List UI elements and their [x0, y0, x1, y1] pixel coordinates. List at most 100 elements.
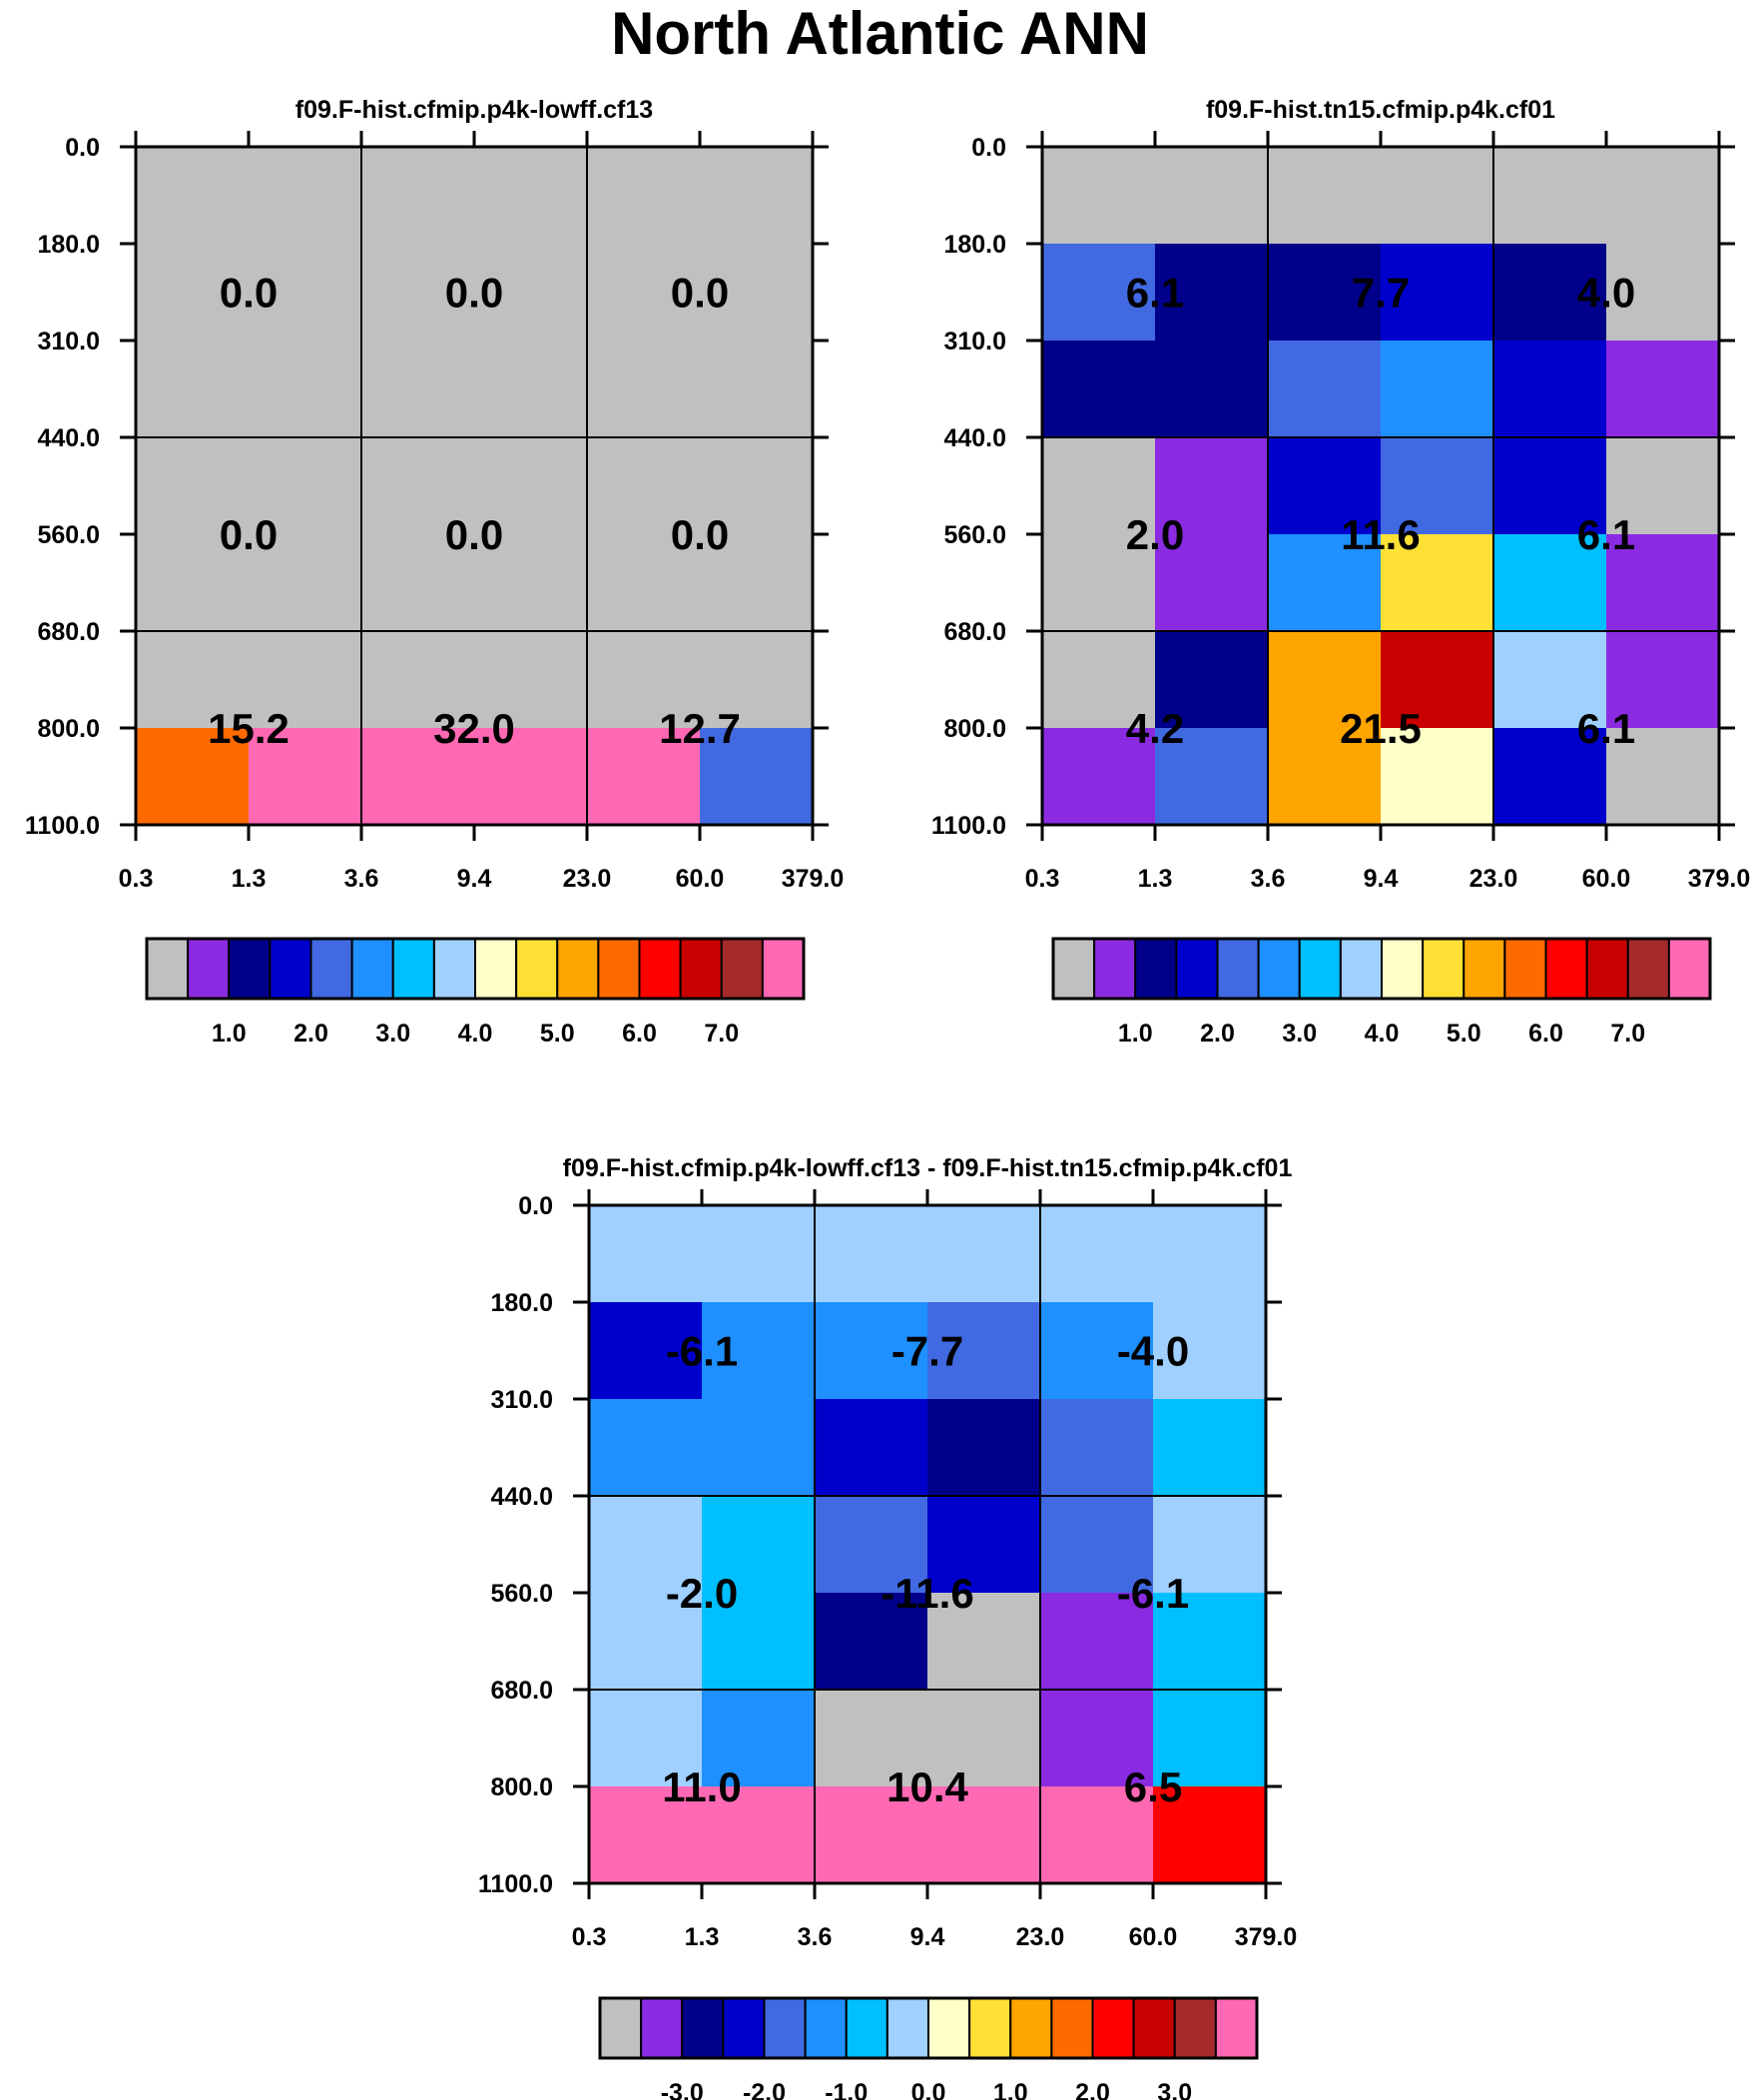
- heatmap-cell: [1153, 1593, 1267, 1691]
- heatmap-cell: [702, 1399, 816, 1497]
- heatmap-cell: [589, 1205, 703, 1303]
- x-tick-label: 1.3: [1138, 865, 1173, 893]
- heatmap-cell: [361, 341, 475, 438]
- heatmap-cell: [1381, 631, 1494, 729]
- colorbar-box: [1173, 1997, 1217, 2059]
- heatmap-cell: [702, 1690, 816, 1787]
- x-tick-label: 23.0: [563, 865, 612, 893]
- heatmap-cell: [249, 437, 362, 535]
- heatmap-cell: [927, 1205, 1041, 1303]
- y-tick-label: 0.0: [518, 1192, 553, 1220]
- colorbar-box: [556, 938, 600, 1000]
- colorbar-label: 4.0: [458, 1020, 493, 1048]
- y-tick-label: 1100.0: [931, 812, 1006, 840]
- heatmap-cell: [815, 1690, 928, 1787]
- colorbar-box: [1214, 1997, 1258, 2059]
- colorbar-label: 3.0: [1282, 1020, 1317, 1048]
- x-tick-label: 1.3: [685, 1923, 720, 1951]
- heatmap-cell: [1381, 244, 1494, 342]
- cell-value-label: 6.1: [1126, 270, 1184, 317]
- colorbar-label: 2.0: [1200, 1020, 1235, 1048]
- panel-title: f09.F-hist.cfmip.p4k-lowff.cf13: [295, 96, 653, 124]
- colorbar-label: 2.0: [1075, 2079, 1110, 2100]
- heatmap-cell: [927, 1786, 1041, 1884]
- heatmap-cell: [1153, 1205, 1267, 1303]
- colorbar-label: 1.0: [212, 1020, 247, 1048]
- colorbar-label: 7.0: [704, 1020, 739, 1048]
- colorbar-box: [1050, 1997, 1094, 2059]
- heatmap-cell: [815, 1593, 928, 1691]
- heatmap-cell: [1155, 728, 1269, 826]
- colorbar-box: [1216, 938, 1260, 1000]
- heatmap-cell: [249, 534, 362, 632]
- heatmap-cell: [1040, 1593, 1154, 1691]
- x-tick-label: 0.3: [572, 1923, 607, 1951]
- colorbar-box: [927, 1997, 971, 2059]
- heatmap-cell: [1042, 534, 1156, 632]
- colorbar-box: [1463, 938, 1506, 1000]
- panel-cf01: f09.F-hist.tn15.cfmip.p4k.cf01 0.0 180.0 31…: [931, 96, 1750, 1048]
- cell-value-label: -6.1: [1117, 1570, 1189, 1617]
- colorbar-label: 3.0: [375, 1020, 410, 1048]
- heatmap-cell: [587, 437, 701, 535]
- cell-value-label: 0.0: [445, 511, 503, 558]
- colorbar-box: [763, 1997, 807, 2059]
- colorbar-label: 2.0: [293, 1020, 328, 1048]
- y-tick-label: 0.0: [65, 134, 100, 162]
- heatmap-cell: [1268, 341, 1382, 438]
- x-tick-label: 60.0: [676, 865, 725, 893]
- figure-title: North Atlantic ANN: [611, 0, 1149, 67]
- heatmap-cell: [927, 1496, 1041, 1594]
- heatmap-cell: [700, 437, 814, 535]
- colorbar-label: -2.0: [743, 2079, 786, 2100]
- heatmap-cell: [1155, 244, 1269, 342]
- heatmap-cell: [927, 1593, 1041, 1691]
- heatmap-cell: [1606, 728, 1720, 826]
- heatmap-cell: [1381, 534, 1494, 632]
- heatmap-cell: [249, 631, 362, 729]
- colorbar-label: 0.0: [911, 2079, 946, 2100]
- y-tick-label: 1100.0: [25, 812, 100, 840]
- heatmap-cell: [587, 244, 701, 342]
- heatmap-cell: [1268, 631, 1382, 729]
- heatmap-cell: [474, 437, 588, 535]
- heatmap-cell: [1040, 1205, 1154, 1303]
- heatmap-cell: [361, 147, 475, 245]
- heatmap-cell: [589, 1593, 703, 1691]
- heatmap-cell: [136, 437, 250, 535]
- y-tick-label: 440.0: [37, 424, 100, 452]
- heatmap-cell: [1606, 437, 1720, 535]
- y-tick-label: 800.0: [37, 715, 100, 743]
- heatmap-cell: [1153, 1690, 1267, 1787]
- colorbar-label: 6.0: [1528, 1020, 1563, 1048]
- heatmap-cell: [1381, 147, 1494, 245]
- cell-value-label: 7.7: [1352, 270, 1410, 317]
- heatmap-cell: [474, 534, 588, 632]
- heatmap-cell: [1153, 1399, 1267, 1497]
- colorbar-box: [1422, 938, 1466, 1000]
- heatmap-cell: [700, 147, 814, 245]
- x-tick-label: 9.4: [457, 865, 492, 893]
- heatmap-cell: [1042, 341, 1156, 438]
- heatmap-cell: [1381, 728, 1494, 826]
- colorbar-box: [681, 1997, 725, 2059]
- heatmap-cell: [1606, 631, 1720, 729]
- heatmap-cell: [1042, 244, 1156, 342]
- colorbar-box: [309, 938, 353, 1000]
- cell-value-label: 6.5: [1124, 1763, 1182, 1810]
- heatmap-cell: [1042, 147, 1156, 245]
- heatmap-cell: [474, 728, 588, 826]
- heatmap-cell: [700, 631, 814, 729]
- y-tick-label: 680.0: [943, 618, 1006, 646]
- heatmap-cell: [815, 1496, 928, 1594]
- heatmap-cell: [927, 1399, 1041, 1497]
- y-tick-label: 180.0: [37, 231, 100, 259]
- y-tick-label: 800.0: [943, 715, 1006, 743]
- heatmap-cell: [702, 1786, 816, 1884]
- heatmap-cell: [136, 147, 250, 245]
- cell-value-label: 0.0: [671, 511, 729, 558]
- colorbar-box: [845, 1997, 888, 2059]
- heatmap-cell: [1493, 341, 1607, 438]
- cell-value-label: -4.0: [1117, 1328, 1189, 1375]
- colorbar-box: [968, 1997, 1012, 2059]
